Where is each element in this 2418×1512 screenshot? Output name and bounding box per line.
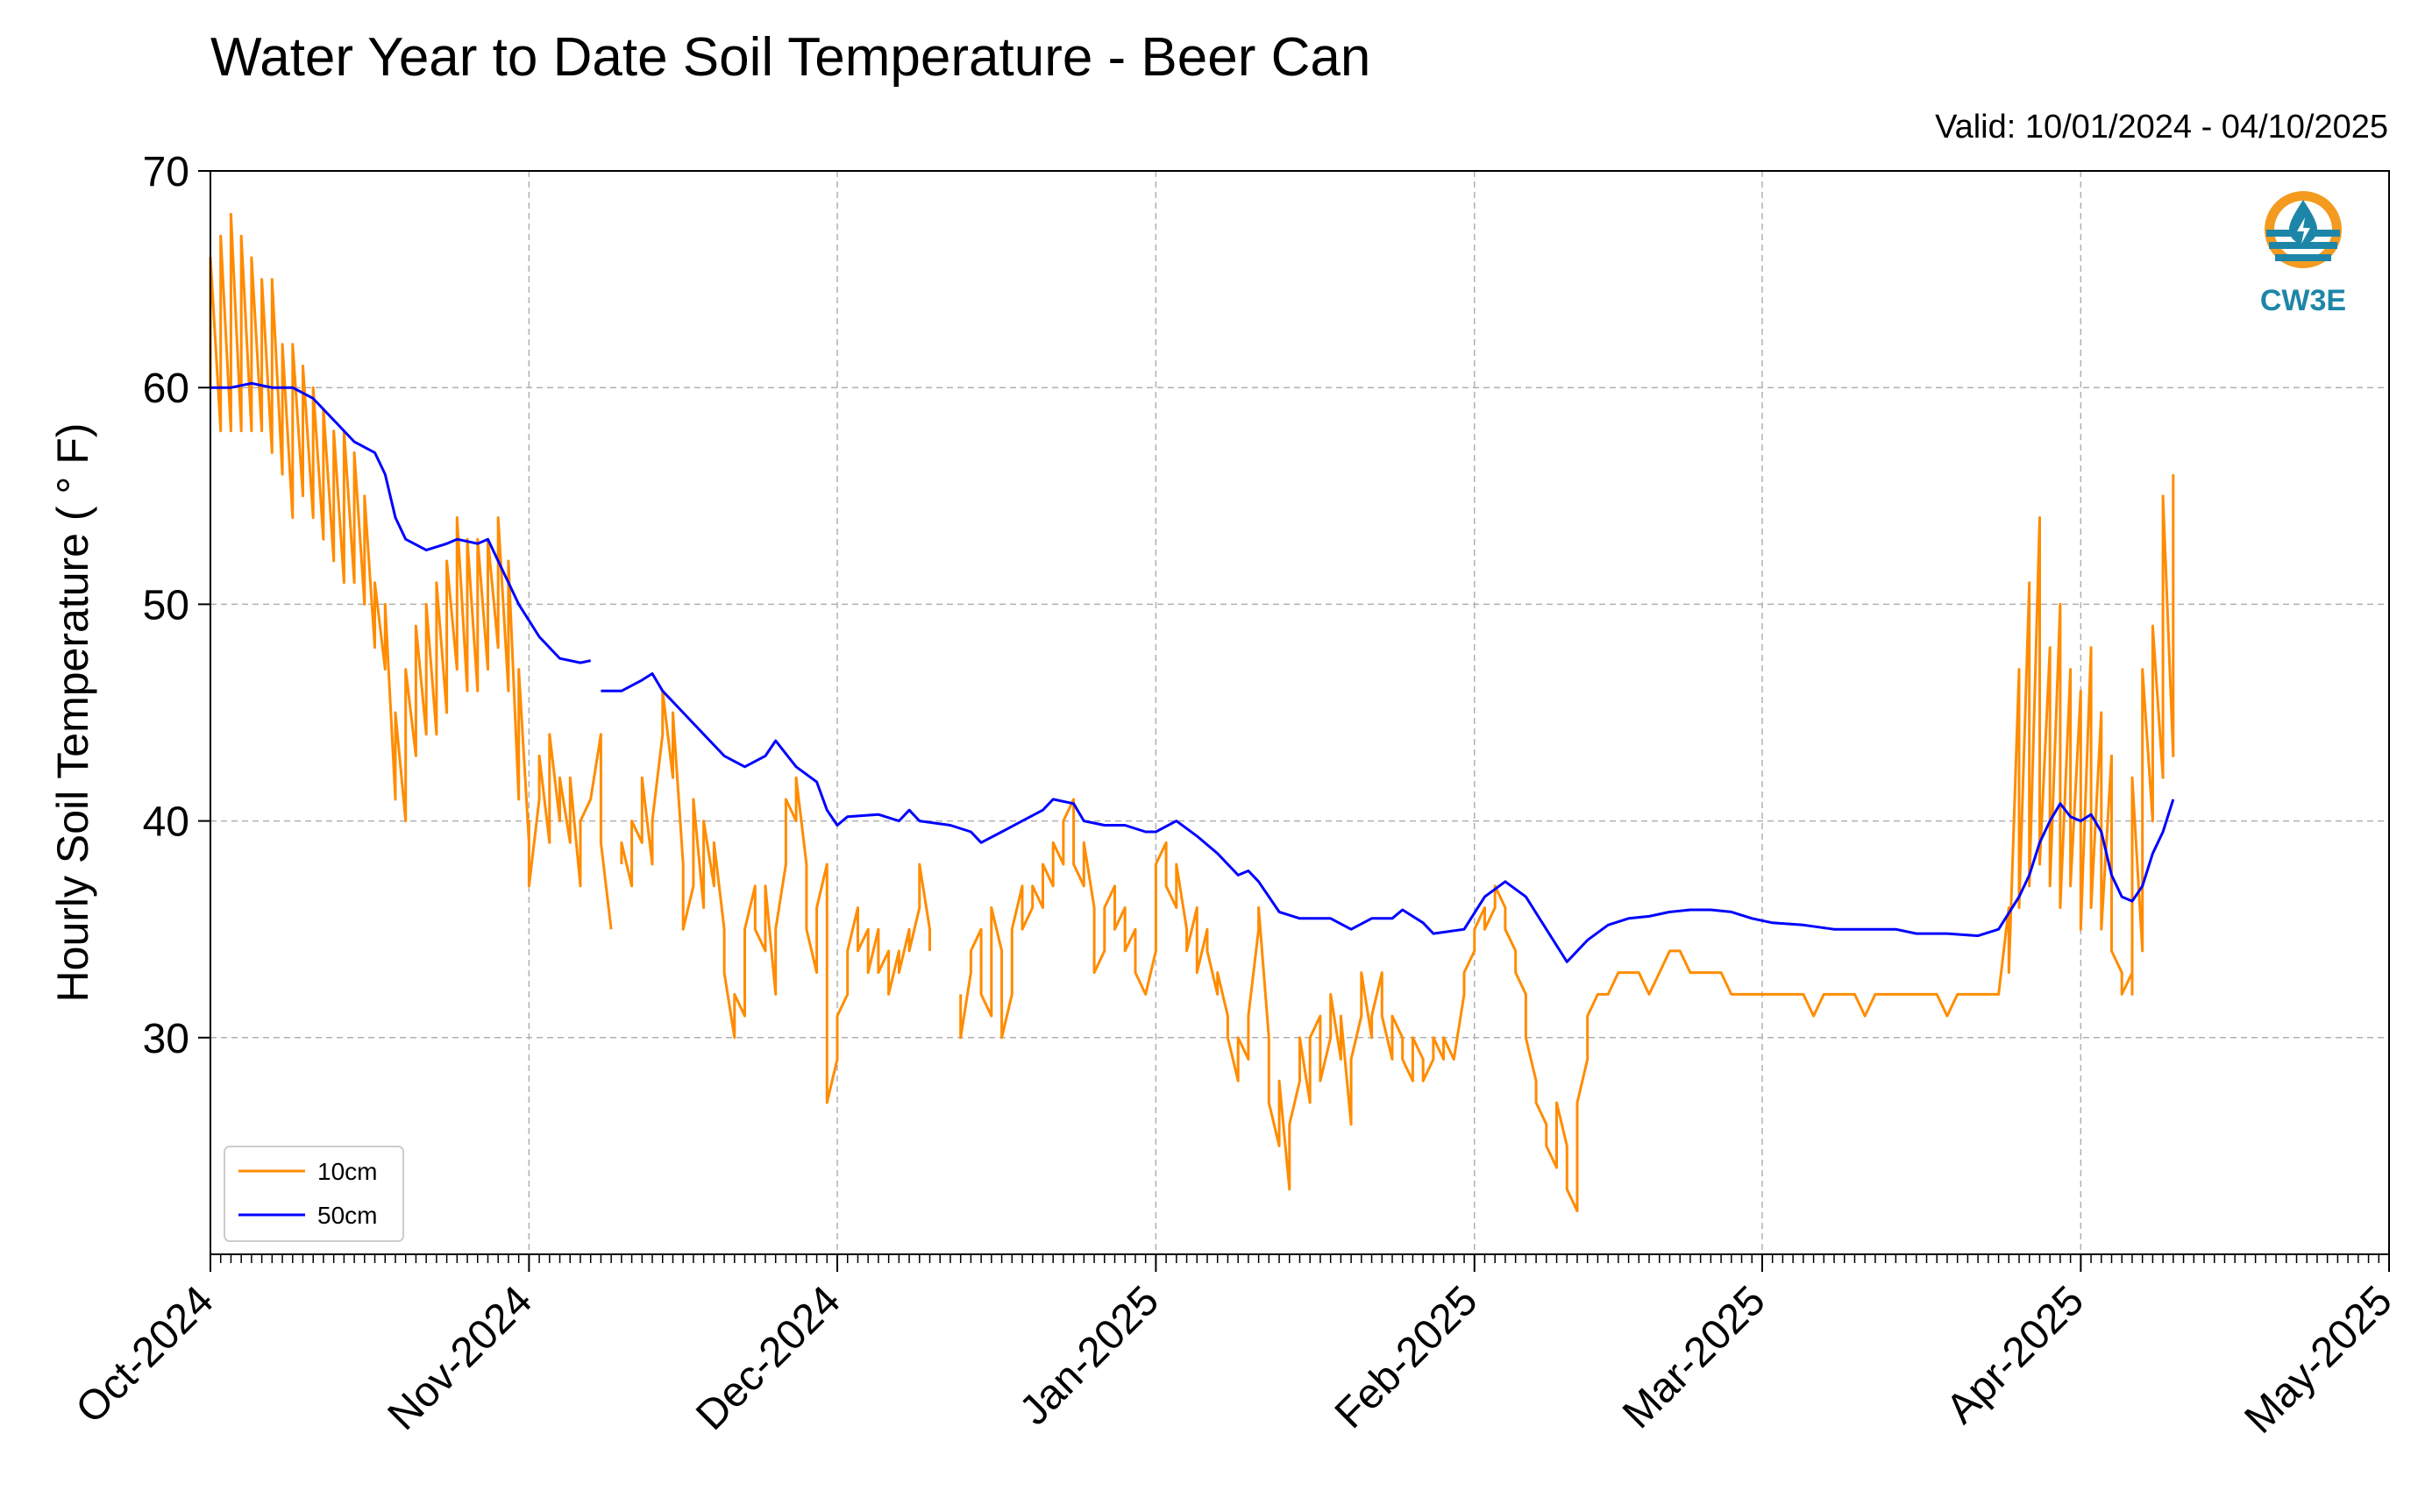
- y-tick-label: 60: [143, 366, 189, 412]
- y-tick-label: 70: [143, 149, 189, 195]
- legend: 10cm 50cm: [224, 1146, 404, 1242]
- y-axis: 30 40 50 60 70: [143, 149, 210, 1062]
- series-line-10cm: [209, 212, 613, 930]
- y-tick-label: 50: [143, 582, 189, 628]
- series-line-50cm: [210, 381, 592, 664]
- cw3e-water-drop-logo-icon: [2265, 191, 2342, 268]
- x-tick-label: Oct-2024: [68, 1277, 223, 1432]
- x-axis: Oct-2024 Nov-2024 Dec-2024 Jan-2025 Feb-2025…: [68, 1254, 2401, 1443]
- series-line-10cm: [959, 474, 2175, 1213]
- legend-label-50cm: 50cm: [317, 1202, 377, 1229]
- x-tick-label: Feb-2025: [1326, 1277, 1487, 1437]
- legend-label-10cm: 10cm: [317, 1158, 377, 1185]
- logo-text: CW3E: [2260, 284, 2346, 317]
- x-tick-label: Jan-2025: [1011, 1277, 1168, 1434]
- series-line-10cm: [620, 689, 931, 1104]
- x-tick-label: Apr-2025: [1938, 1277, 2093, 1432]
- chart-title: Water Year to Date Soil Temperature - Be…: [210, 27, 1371, 88]
- series-lines: [209, 212, 2175, 1213]
- x-tick-label: May-2025: [2236, 1277, 2400, 1442]
- plot-frame: [210, 170, 2390, 1255]
- x-tick-label: Nov-2024: [380, 1277, 542, 1439]
- valid-range: Valid: 10/01/2024 - 04/10/2025: [1935, 109, 2388, 146]
- x-tick-label: Mar-2025: [1614, 1277, 1774, 1437]
- series-line-50cm: [601, 672, 2175, 963]
- y-axis-label: Hourly Soil Temperature ( ° F): [48, 423, 97, 1003]
- x-tick-label: Dec-2024: [687, 1277, 850, 1439]
- y-tick-label: 40: [143, 799, 189, 846]
- grid-lines: [210, 170, 2390, 1254]
- y-tick-label: 30: [143, 1016, 189, 1062]
